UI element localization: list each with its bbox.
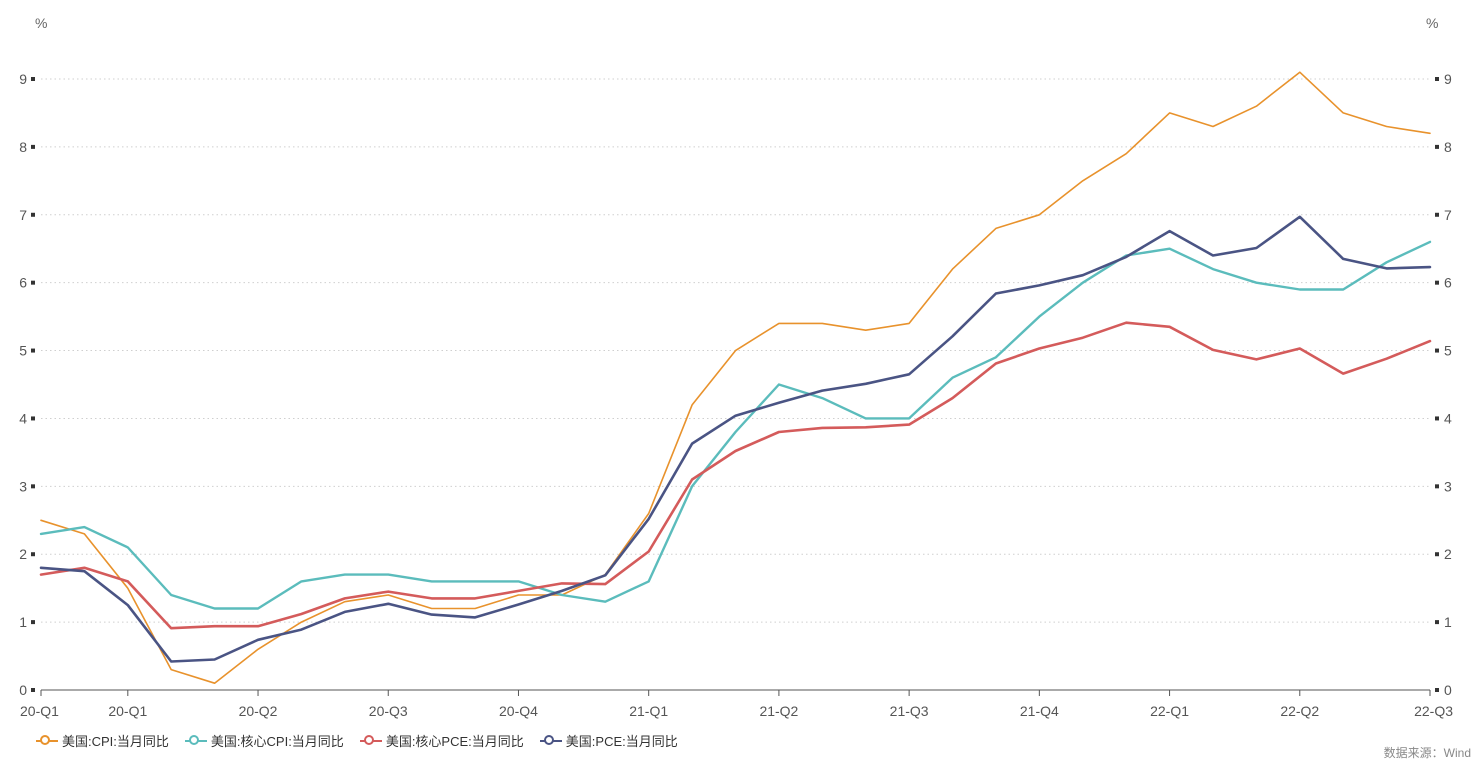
y-tick-mark-left bbox=[31, 77, 35, 81]
y-tick-mark-left bbox=[31, 484, 35, 489]
y-tick-label-left: 0 bbox=[19, 682, 27, 698]
legend-item-pce[interactable]: 美国:PCE:当月同比 bbox=[539, 731, 678, 750]
y-tick-label-left: 8 bbox=[19, 139, 27, 155]
x-tick-label: 20-Q1 bbox=[108, 703, 147, 719]
legend: 美国:CPI:当月同比 美国:核心CPI:当月同比 美国:核心PCE:当月同比 … bbox=[36, 731, 678, 750]
y-tick-mark-left bbox=[31, 688, 35, 692]
y-tick-mark-right bbox=[1435, 484, 1439, 489]
series-line-2 bbox=[39, 321, 1432, 630]
y-tick-mark-right bbox=[1435, 620, 1439, 625]
legend-label-cpi: 美国:CPI:当月同比 bbox=[62, 734, 169, 749]
y-tick-label-left: 5 bbox=[19, 343, 27, 359]
axes: 0 0 1 1 2 2 3 3 4 4 5 5 6 6 7 7 8 8 9 9 20-Q1 20-Q1 20-Q2 20-Q3… bbox=[19, 71, 1453, 719]
legend-item-cpi[interactable]: 美国:CPI:当月同比 bbox=[36, 731, 169, 750]
y-tick-mark-left bbox=[31, 280, 35, 285]
y-tick-label-right: 2 bbox=[1444, 546, 1452, 562]
y-tick-mark-right bbox=[1435, 688, 1439, 692]
series-line-3 bbox=[39, 215, 1432, 663]
line-chart: 0 0 1 1 2 2 3 3 4 4 5 5 6 6 7 7 8 8 9 9 20-Q1 20-Q1 20-Q2 20-Q3… bbox=[19, 15, 1453, 719]
y-tick-label-right: 7 bbox=[1444, 207, 1452, 223]
legend-swatch-cpi bbox=[36, 734, 58, 747]
y-tick-mark-right bbox=[1435, 77, 1439, 81]
series-line-0 bbox=[40, 71, 1431, 685]
y-tick-mark-right bbox=[1435, 552, 1439, 557]
x-tick-label: 20-Q1 bbox=[20, 703, 59, 719]
y-tick-mark-left bbox=[31, 144, 35, 149]
x-tick-label: 22-Q3 bbox=[1414, 703, 1453, 719]
y-tick-mark-left bbox=[31, 416, 35, 421]
x-tick-label: 21-Q1 bbox=[629, 703, 668, 719]
y-tick-label-right: 1 bbox=[1444, 614, 1452, 630]
series-lines bbox=[39, 71, 1432, 685]
left-y-unit: % bbox=[35, 15, 47, 31]
x-tick-label: 20-Q2 bbox=[239, 703, 278, 719]
x-tick-label: 21-Q3 bbox=[890, 703, 929, 719]
y-tick-mark-right bbox=[1435, 416, 1439, 421]
series-line-1 bbox=[39, 240, 1432, 610]
y-tick-label-right: 3 bbox=[1444, 478, 1452, 494]
y-tick-label-left: 3 bbox=[19, 478, 27, 494]
y-tick-mark-left bbox=[31, 212, 35, 217]
y-tick-label-right: 8 bbox=[1444, 139, 1452, 155]
legend-item-core-pce[interactable]: 美国:核心PCE:当月同比 bbox=[359, 731, 524, 750]
data-source: 数据来源：Wind bbox=[1383, 746, 1471, 760]
y-tick-mark-right bbox=[1435, 348, 1439, 353]
y-tick-label-left: 1 bbox=[19, 614, 27, 630]
y-tick-mark-left bbox=[31, 348, 35, 353]
y-tick-label-right: 0 bbox=[1444, 682, 1452, 698]
x-tick-label: 21-Q4 bbox=[1020, 703, 1059, 719]
legend-swatch-core-cpi bbox=[184, 734, 207, 747]
legend-swatch-core-pce bbox=[359, 734, 382, 747]
x-tick-label: 22-Q2 bbox=[1280, 703, 1319, 719]
x-tick-label: 20-Q4 bbox=[499, 703, 538, 719]
y-tick-mark-right bbox=[1435, 212, 1439, 217]
legend-swatch-pce bbox=[539, 734, 562, 747]
x-tick-label: 21-Q2 bbox=[759, 703, 798, 719]
y-tick-label-left: 2 bbox=[19, 546, 27, 562]
y-tick-mark-right bbox=[1435, 280, 1439, 285]
y-tick-label-left: 4 bbox=[19, 410, 27, 426]
x-tick-label: 20-Q3 bbox=[369, 703, 408, 719]
y-tick-label-right: 4 bbox=[1444, 410, 1452, 426]
y-tick-mark-left bbox=[31, 552, 35, 557]
y-tick-label-right: 6 bbox=[1444, 275, 1452, 291]
legend-label-core-cpi: 美国:核心CPI:当月同比 bbox=[210, 734, 344, 749]
y-tick-label-right: 9 bbox=[1444, 71, 1452, 87]
x-tick-label: 22-Q1 bbox=[1150, 703, 1189, 719]
y-tick-mark-right bbox=[1435, 144, 1439, 149]
y-tick-mark-left bbox=[31, 620, 35, 625]
y-tick-label-left: 6 bbox=[19, 275, 27, 291]
y-tick-label-left: 9 bbox=[19, 71, 27, 87]
y-tick-label-left: 7 bbox=[19, 207, 27, 223]
legend-label-core-pce: 美国:核心PCE:当月同比 bbox=[385, 734, 524, 749]
y-tick-label-right: 5 bbox=[1444, 343, 1452, 359]
legend-label-pce: 美国:PCE:当月同比 bbox=[565, 734, 678, 749]
legend-item-core-cpi[interactable]: 美国:核心CPI:当月同比 bbox=[184, 731, 344, 750]
right-y-unit: % bbox=[1426, 15, 1438, 31]
grid-lines bbox=[41, 78, 1430, 623]
